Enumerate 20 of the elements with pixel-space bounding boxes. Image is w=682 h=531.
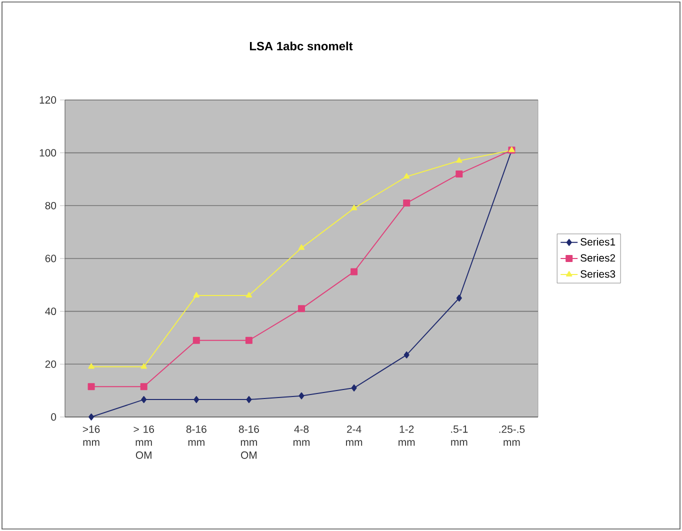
x-tick-label: >16 mm — [82, 426, 100, 446]
y-tick-label: 0 — [51, 413, 56, 421]
x-tick-label: 8-16 mm OM — [238, 426, 259, 459]
x-tick-label: .25-.5 mm — [499, 426, 525, 446]
y-tick-label: 120 — [40, 96, 56, 104]
legend-label: Series3 — [580, 270, 616, 278]
x-tick-label: .5-1 mm — [451, 426, 468, 446]
y-tick-label: 100 — [40, 149, 56, 157]
x-tick-label: 4-8 mm — [293, 426, 310, 446]
x-tick-label: 2-4 mm — [346, 426, 362, 446]
y-tick-label: 40 — [45, 308, 56, 316]
y-tick-label: 80 — [45, 202, 56, 210]
legend-label: Series2 — [580, 254, 616, 262]
x-tick-label: 1-2 mm — [398, 426, 415, 446]
legend-label: Series1 — [580, 238, 616, 246]
y-tick-label: 60 — [45, 254, 56, 262]
x-tick-label: 8-16 mm — [186, 426, 206, 446]
chart-title: LSA 1abc snomelt — [250, 42, 353, 50]
y-tick-label: 20 — [45, 360, 56, 368]
x-tick-label: > 16 mm OM — [134, 426, 154, 459]
